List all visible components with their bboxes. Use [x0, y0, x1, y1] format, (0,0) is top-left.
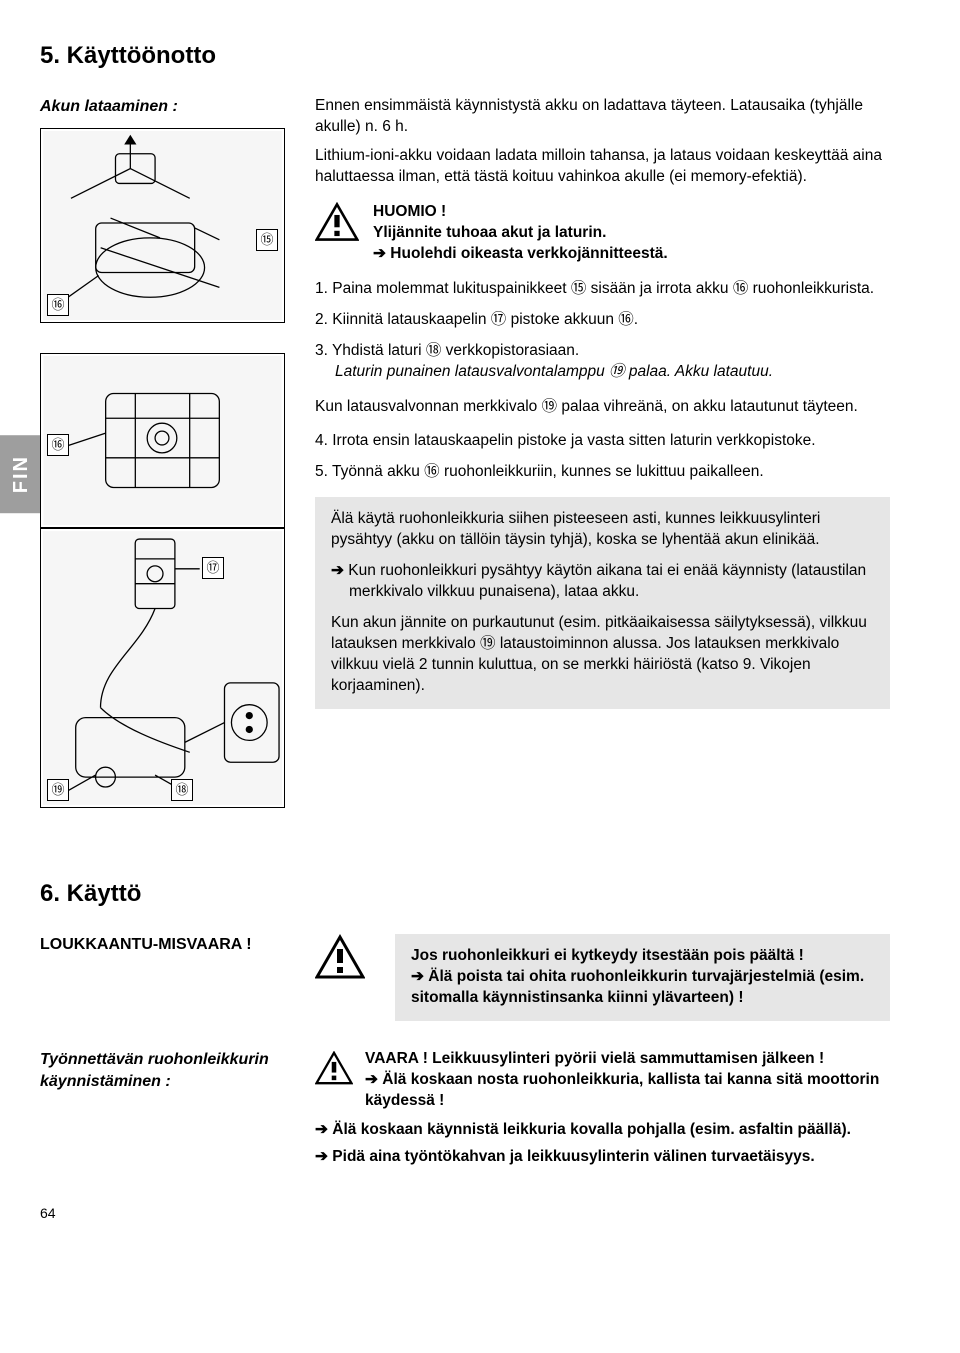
section-5-title: 5. Käyttöönotto [40, 40, 890, 72]
gray-safety: Jos ruohonleikkuri ei kytkeydy itsestään… [395, 934, 890, 1021]
diagram-battery-detail: ⑯ [40, 353, 285, 528]
diagram-svg [41, 129, 284, 322]
gray-note-battery: Älä käytä ruohonleikkuria siihen pistees… [315, 497, 890, 708]
intro-1: Ennen ensimmäistä käynnistystä akku on l… [315, 96, 890, 138]
diagram-svg [41, 354, 284, 527]
vaara-line: Älä koskaan nosta ruohonleikkuria, kalli… [365, 1071, 879, 1109]
warning-huomio: HUOMIO ! Ylijännite tuhoaa akut ja latur… [315, 202, 890, 265]
step-4: 4. Irrota ensin latauskaapelin pistoke j… [315, 431, 890, 452]
section-6: 6. Käyttö LOUKKAANTU-MISVAARA ! Jos ruoh… [40, 878, 890, 1174]
warning-icon [315, 202, 359, 242]
warn-title: HUOMIO ! [373, 203, 446, 220]
gray-p1: Älä käytä ruohonleikkuria siihen pistees… [331, 509, 874, 551]
start-heading: Työnnettävän ruohonleikkurin käynnistämi… [40, 1049, 285, 1092]
callout-16: ⑯ [47, 294, 69, 316]
between-text: Kun latausvalvonnan merkkivalo ⑲ palaa v… [315, 397, 890, 418]
warning-icon [315, 1051, 353, 1085]
gray-p2: Kun ruohonleikkuri pysähtyy käytön aikan… [331, 561, 874, 603]
step-2: 2. Kiinnitä latauskaapelin ⑰ pistoke akk… [315, 310, 890, 331]
callout-15: ⑮ [256, 229, 278, 251]
vaara-title: VAARA ! Leikkuusylinteri pyörii vielä sa… [365, 1050, 824, 1067]
bullet-1: Älä koskaan käynnistä leikkuria kovalla … [315, 1120, 890, 1141]
warning-vaara: VAARA ! Leikkuusylinteri pyörii vielä sa… [315, 1049, 890, 1112]
step-5: 5. Työnnä akku ⑯ ruohonleikkuriin, kunne… [315, 462, 890, 483]
warn-line1: Ylijännite tuhoaa akut ja laturin. [373, 224, 606, 241]
language-tab: FIN [0, 435, 43, 513]
callout-16b: ⑯ [47, 434, 69, 456]
section-5: 5. Käyttöönotto Akun lataaminen : [40, 40, 890, 808]
step-3-sub: Laturin punainen latausvalvontalamppu ⑲ … [335, 363, 773, 380]
diagram-charger: ⑰ ⑲ ⑱ [40, 528, 285, 808]
diagram-battery-remove: ⑯ ⑮ [40, 128, 285, 323]
gray-p3: Kun akun jännite on purkautunut (esim. p… [331, 613, 874, 697]
callout-18: ⑱ [171, 779, 193, 801]
injury-hazard-heading: LOUKKAANTU-MISVAARA ! [40, 934, 285, 956]
bullet-2: Pidä aina työntökahvan ja leikkuusylinte… [315, 1147, 890, 1168]
step-3: 3. Yhdistä laturi ⑱ verkkopistorasiaan. … [315, 341, 890, 383]
warning-icon [315, 934, 365, 980]
page-number: 64 [40, 1204, 890, 1223]
gray-safety-line: Älä poista tai ohita ruohonleikkurin tur… [411, 968, 864, 1006]
diagram-svg [41, 529, 284, 807]
gray-safety-title: Jos ruohonleikkuri ei kytkeydy itsestään… [411, 947, 804, 964]
section-6-title: 6. Käyttö [40, 878, 890, 910]
callout-17: ⑰ [202, 557, 224, 579]
step-1: 1. Paina molemmat lukituspainikkeet ⑮ si… [315, 279, 890, 300]
warn-line2: Huolehdi oikeasta verkkojännitteestä. [373, 245, 668, 262]
callout-19: ⑲ [47, 779, 69, 801]
charging-heading: Akun lataaminen : [40, 96, 285, 118]
intro-2: Lithium-ioni-akku voidaan ladata milloin… [315, 146, 890, 188]
